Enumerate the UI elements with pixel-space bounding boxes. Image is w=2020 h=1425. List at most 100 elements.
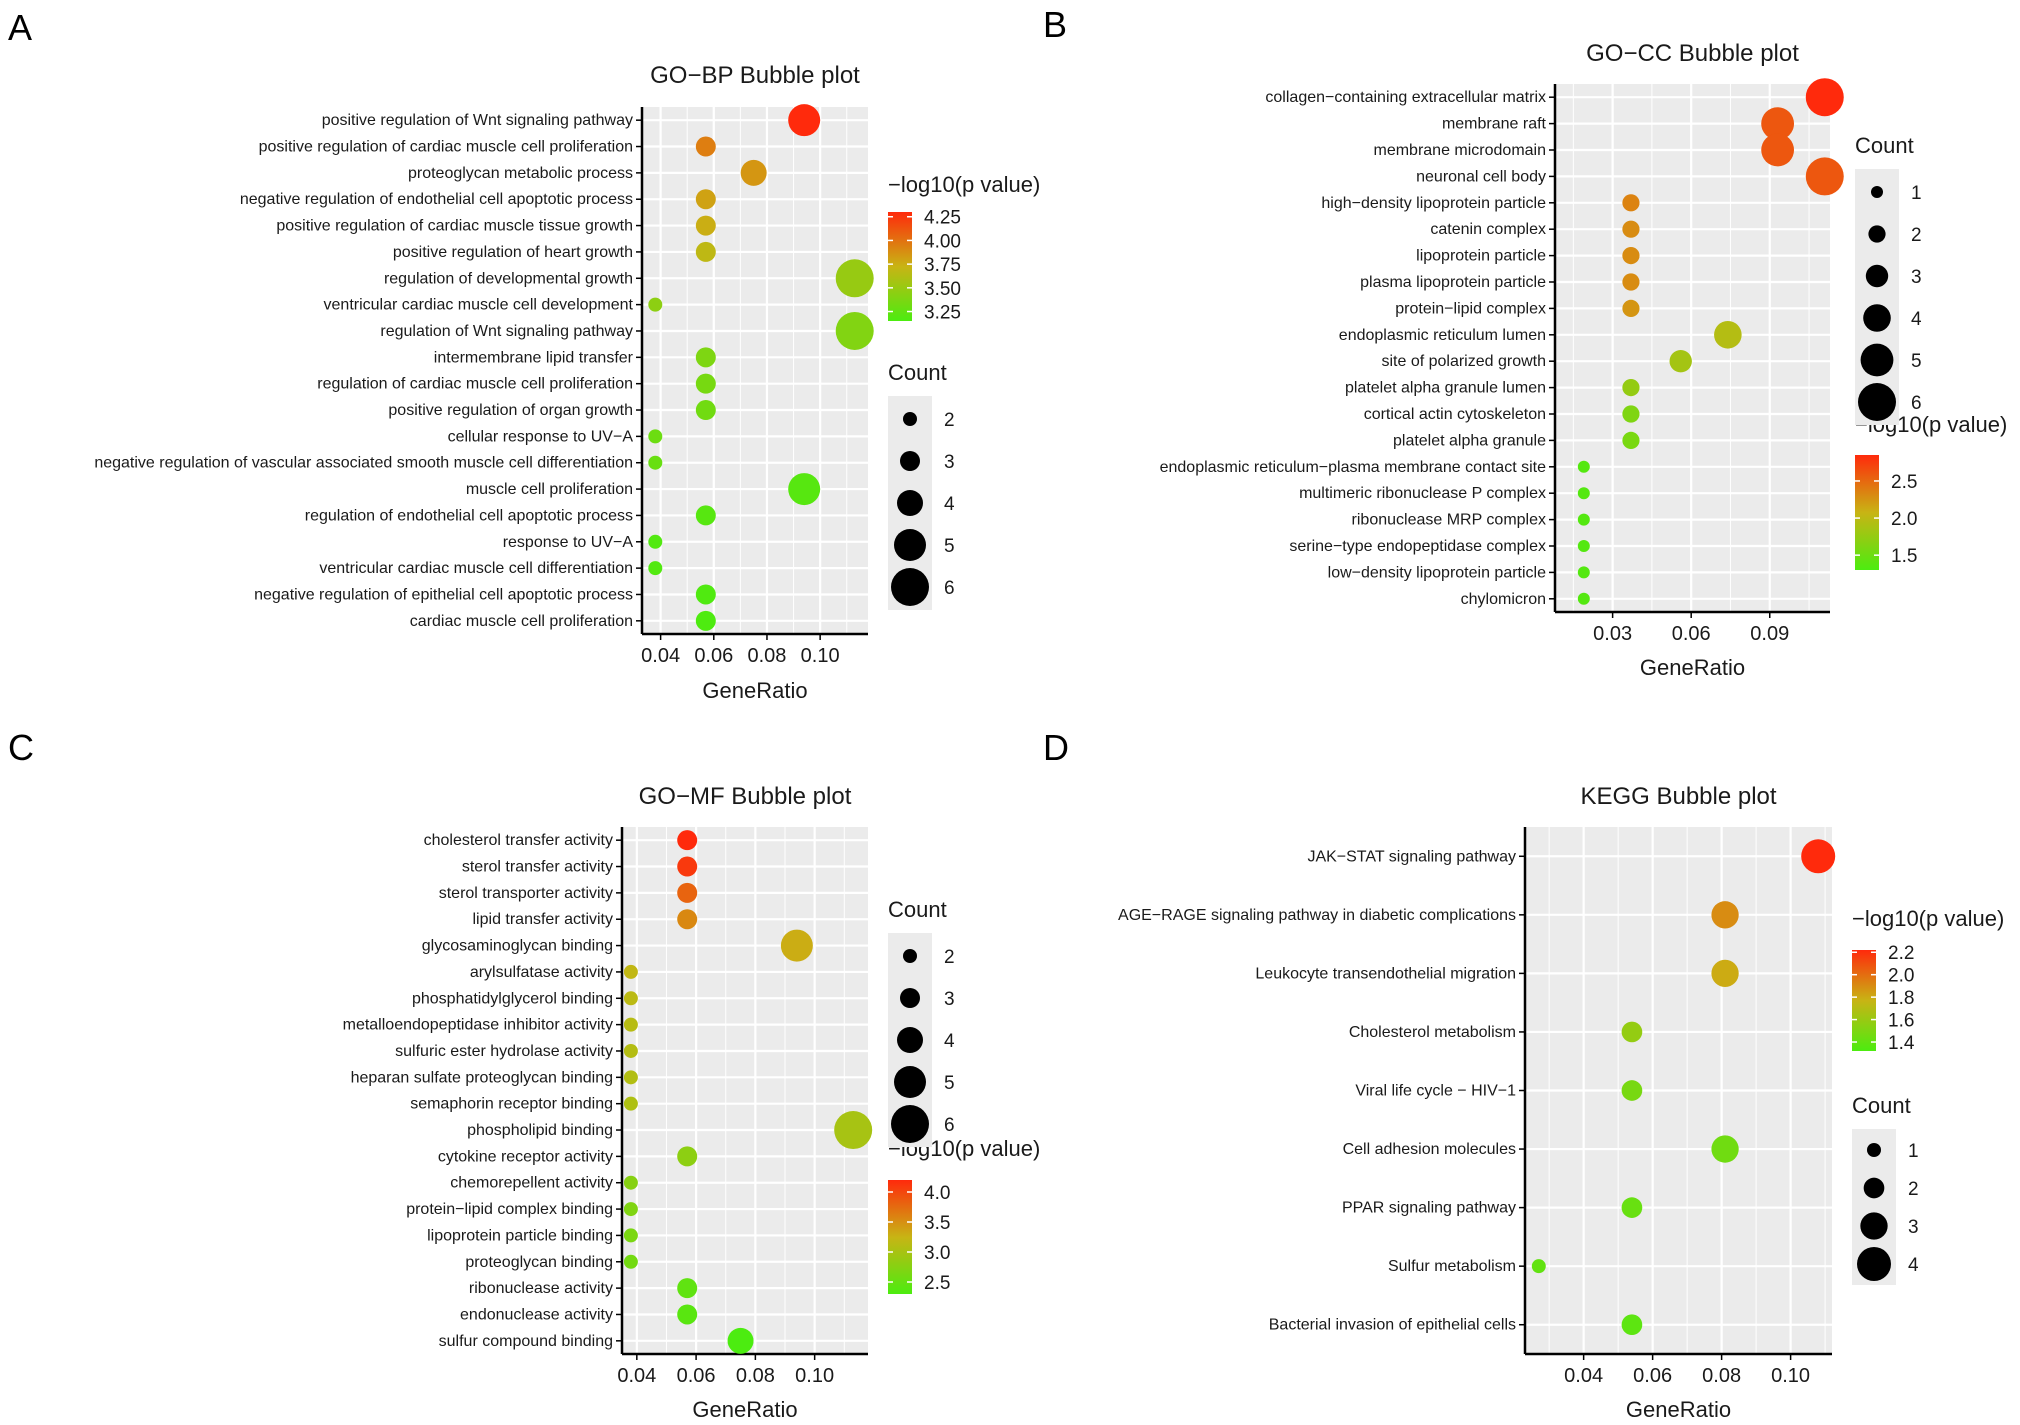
bubble-point xyxy=(623,1175,638,1190)
bubble-point xyxy=(1622,194,1640,212)
term-label: response to UV−A xyxy=(503,534,634,551)
term-label: phospholipid binding xyxy=(467,1122,613,1139)
bubble-point xyxy=(623,991,638,1006)
size-legend-dot xyxy=(1858,383,1896,421)
bubble-point xyxy=(623,1043,638,1058)
size-legend-dot xyxy=(900,988,920,1008)
term-label: plasma lipoprotein particle xyxy=(1360,274,1546,291)
size-legend-dot xyxy=(1868,225,1886,243)
colorbar-tick-label: 3.75 xyxy=(924,255,961,276)
bubble-point xyxy=(1711,901,1739,929)
term-label: positive regulation of organ growth xyxy=(388,402,633,419)
x-tick-label: 0.10 xyxy=(801,645,840,667)
size-legend-label: 3 xyxy=(944,989,955,1010)
bubble-point xyxy=(1622,299,1640,317)
term-label: positive regulation of cardiac muscle ti… xyxy=(276,218,633,235)
colorbar-tick-label: 1.6 xyxy=(1888,1011,1914,1032)
term-label: endoplasmic reticulum lumen xyxy=(1339,327,1546,344)
bubble-point xyxy=(677,1304,698,1325)
term-label: catenin complex xyxy=(1430,221,1546,238)
bubble-point xyxy=(677,1278,698,1299)
colorbar-tick-label: 2.2 xyxy=(1888,943,1914,964)
plot-background xyxy=(1555,84,1830,612)
size-legend-label: 1 xyxy=(1908,1141,1919,1162)
term-label: intermembrane lipid transfer xyxy=(434,349,634,366)
term-label: regulation of endothelial cell apoptotic… xyxy=(305,507,633,524)
term-label: cholesterol transfer activity xyxy=(424,832,613,849)
color-legend: −log10(p value) 2.22.01.81.61.4 xyxy=(1852,906,2004,1054)
panel-letter-a: A xyxy=(8,7,32,48)
term-label: heparan sulfate proteoglycan binding xyxy=(351,1069,613,1086)
x-tick-label: 0.08 xyxy=(736,1365,775,1387)
term-label: lipid transfer activity xyxy=(473,911,614,928)
term-label: protein−lipid complex xyxy=(1395,300,1546,317)
term-label: regulation of Wnt signaling pathway xyxy=(380,323,633,340)
bubble-point xyxy=(695,610,716,631)
x-tick-label: 0.09 xyxy=(1750,623,1789,645)
bubbles xyxy=(1531,839,1836,1336)
x-tick-label: 0.10 xyxy=(1771,1365,1810,1387)
term-label: cellular response to UV−A xyxy=(448,428,634,445)
chart-title: GO−BP Bubble plot xyxy=(650,62,860,89)
term-label: positive regulation of Wnt signaling pat… xyxy=(322,112,633,129)
bubble-point xyxy=(1622,379,1640,397)
colorbar-tick-label: 1.4 xyxy=(1888,1033,1915,1054)
color-legend: −log10(p value)2.52.01.5 xyxy=(1855,412,2007,570)
size-legend: Count 2 3 4 5 6 xyxy=(888,360,955,610)
bubble-point xyxy=(1622,431,1640,449)
term-label: semaphorin receptor binding xyxy=(410,1096,613,1113)
term-label: protein−lipid complex binding xyxy=(406,1201,613,1218)
size-legend-dot xyxy=(891,1105,929,1143)
bubble-point xyxy=(648,429,663,444)
term-label: multimeric ribonuclease P complex xyxy=(1299,485,1546,502)
term-label: arylsulfatase activity xyxy=(470,964,613,981)
term-label: collagen−containing extracellular matrix xyxy=(1265,89,1546,106)
term-label: lipoprotein particle xyxy=(1416,248,1546,265)
color-legend-title: −log10(p value) xyxy=(888,172,1040,197)
bubble-point xyxy=(1669,350,1692,373)
term-label: high−density lipoprotein particle xyxy=(1321,195,1546,212)
term-label: cortical actin cytoskeleton xyxy=(1364,406,1546,423)
colorbar-tick-label: 3.0 xyxy=(924,1243,950,1264)
bubble-point xyxy=(1577,460,1590,473)
term-label: positive regulation of cardiac muscle ce… xyxy=(259,139,633,156)
x-tick-label: 0.10 xyxy=(795,1365,834,1387)
colorbar xyxy=(1855,455,1879,570)
bubble-point xyxy=(1711,959,1739,988)
bubble-point xyxy=(677,909,698,930)
color-legend: −log10(p value)4.03.53.02.5 xyxy=(888,1136,1040,1294)
size-legend-dot xyxy=(903,949,917,963)
color-legend-title: −log10(p value) xyxy=(1852,906,2004,931)
size-legend-label: 2 xyxy=(1911,225,1922,246)
term-label: sterol transfer activity xyxy=(462,859,613,876)
size-legend-label: 4 xyxy=(1911,309,1922,330)
colorbar xyxy=(1852,950,1876,1051)
size-legend-dot xyxy=(1857,1247,1891,1281)
term-label: endoplasmic reticulum−plasma membrane co… xyxy=(1160,459,1547,476)
bubble-point xyxy=(1711,1135,1739,1163)
size-legend-dot xyxy=(1865,264,1889,288)
bubble-point xyxy=(1621,1080,1643,1101)
panel-c-go-mf: GO−MF Bubble plot cholesterol transfer ac… xyxy=(343,783,1041,1422)
term-label: regulation of developmental growth xyxy=(384,270,633,287)
panel-d-kegg: KEGG Bubble plot JAK−STAT signaling pathw… xyxy=(1118,783,2004,1422)
term-label: ribonuclease MRP complex xyxy=(1352,512,1546,529)
term-label: ventricular cardiac muscle cell differen… xyxy=(319,560,633,577)
bubble-point xyxy=(1621,1021,1643,1043)
bubble-point xyxy=(677,882,698,903)
term-label: chemorepellent activity xyxy=(450,1175,613,1192)
size-legend-dot xyxy=(1863,304,1891,332)
bubble-point xyxy=(695,136,716,157)
bubble-point xyxy=(695,373,716,394)
size-legend: Count 2 3 4 5 6 xyxy=(888,897,955,1147)
colorbar-tick-label: 2.5 xyxy=(924,1273,950,1294)
size-legend-label: 5 xyxy=(1911,351,1922,372)
size-legend-label: 2 xyxy=(944,947,955,968)
size-legend-dot xyxy=(897,490,923,516)
colorbar-tick-label: 3.5 xyxy=(924,1213,950,1234)
bubble-point xyxy=(648,534,663,549)
bubble-point xyxy=(623,1017,638,1032)
term-label: Cell adhesion molecules xyxy=(1343,1141,1516,1158)
bubble-point xyxy=(623,1254,638,1269)
